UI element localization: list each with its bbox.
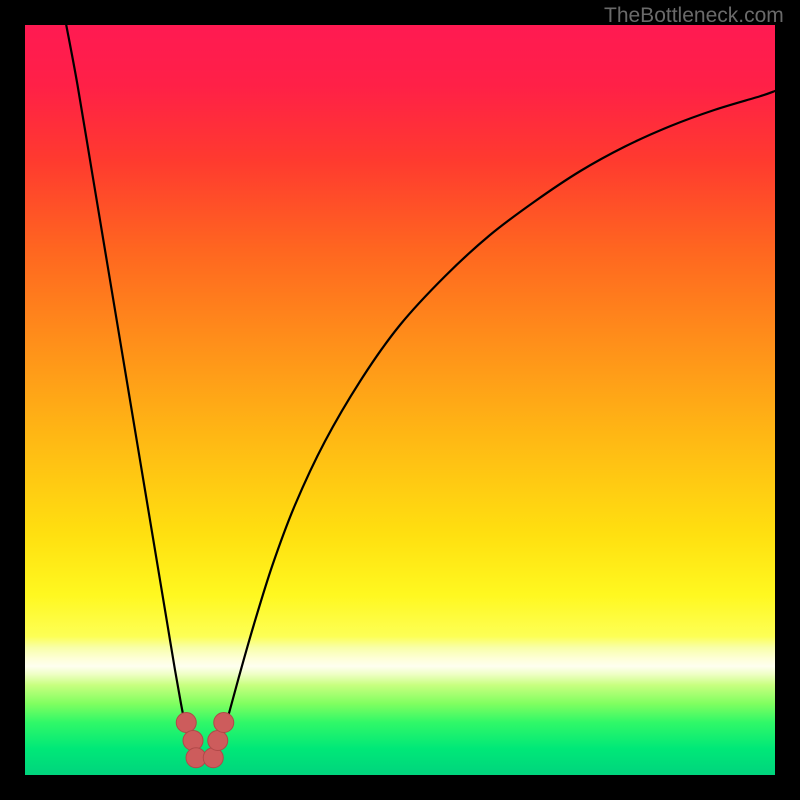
watermark-text: TheBottleneck.com (604, 4, 784, 28)
chart-svg (25, 25, 775, 775)
chart-background (25, 25, 775, 775)
marker-dot (183, 731, 203, 751)
marker-dot (176, 713, 196, 733)
marker-dot (203, 748, 223, 768)
marker-dot (214, 713, 234, 733)
marker-dot (208, 731, 228, 751)
